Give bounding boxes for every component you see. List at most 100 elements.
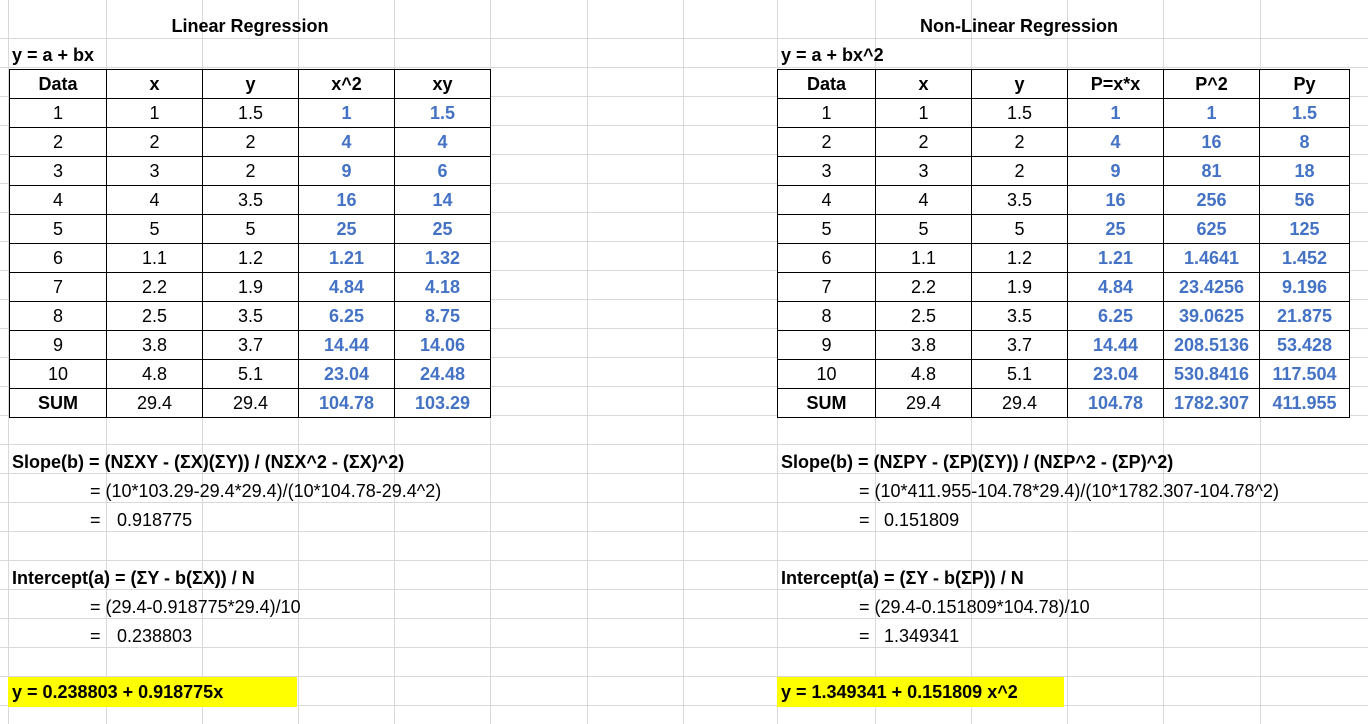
table-cell[interactable]: 3.7	[971, 330, 1068, 360]
table-cell[interactable]: 6	[394, 156, 491, 186]
table-cell[interactable]: 1.5	[202, 98, 299, 128]
column-header[interactable]: y	[202, 69, 299, 99]
table-cell[interactable]: 5.1	[202, 359, 299, 389]
table-cell[interactable]: 1	[1067, 98, 1164, 128]
table-cell[interactable]: 5	[971, 214, 1068, 244]
table-cell[interactable]: 25	[298, 214, 395, 244]
linear-result-equation[interactable]: y = 0.238803 + 0.918775x	[8, 677, 297, 707]
table-cell[interactable]: 8	[777, 301, 876, 331]
table-cell[interactable]: 8	[1259, 127, 1350, 157]
sum-label[interactable]: SUM	[777, 388, 876, 418]
column-header[interactable]: x^2	[298, 69, 395, 99]
table-cell[interactable]: 3.8	[875, 330, 972, 360]
table-cell[interactable]: 7	[9, 272, 107, 302]
column-header[interactable]: Data	[9, 69, 107, 99]
table-cell[interactable]: 2	[106, 127, 203, 157]
table-cell[interactable]: 56	[1259, 185, 1350, 215]
linear-slope-value[interactable]: 0.918775	[117, 510, 193, 530]
table-cell[interactable]: 2	[202, 127, 299, 157]
table-cell[interactable]: 4.84	[1067, 272, 1164, 302]
table-cell[interactable]: 9	[298, 156, 395, 186]
table-cell[interactable]: 530.8416	[1163, 359, 1260, 389]
table-cell[interactable]: 2.2	[875, 272, 972, 302]
table-cell[interactable]: 2	[9, 127, 107, 157]
linear-intercept-value[interactable]: 0.238803	[117, 626, 193, 646]
table-cell[interactable]: 4	[777, 185, 876, 215]
linear-model[interactable]: y = a + bx	[12, 45, 95, 65]
table-cell[interactable]: 1.452	[1259, 243, 1350, 273]
sum-cell[interactable]: 29.4	[202, 388, 299, 418]
table-cell[interactable]: 2	[875, 127, 972, 157]
sum-cell[interactable]: 104.78	[1067, 388, 1164, 418]
table-cell[interactable]: 8.75	[394, 301, 491, 331]
nonlinear-model[interactable]: y = a + bx^2	[781, 45, 884, 65]
table-cell[interactable]: 256	[1163, 185, 1260, 215]
table-cell[interactable]: 23.04	[1067, 359, 1164, 389]
column-header[interactable]: y	[971, 69, 1068, 99]
table-cell[interactable]: 5.1	[971, 359, 1068, 389]
table-cell[interactable]: 7	[777, 272, 876, 302]
table-cell[interactable]: 2.5	[875, 301, 972, 331]
table-cell[interactable]: 10	[777, 359, 876, 389]
table-cell[interactable]: 3.5	[971, 185, 1068, 215]
table-cell[interactable]: 14.44	[298, 330, 395, 360]
table-cell[interactable]: 16	[1163, 127, 1260, 157]
column-header[interactable]: Data	[777, 69, 876, 99]
table-cell[interactable]: 1	[298, 98, 395, 128]
table-cell[interactable]: 9	[777, 330, 876, 360]
linear-slope-formula[interactable]: Slope(b) = (NΣXY - (ΣX)(ΣY)) / (NΣX^2 - …	[12, 452, 405, 472]
table-cell[interactable]: 5	[106, 214, 203, 244]
table-cell[interactable]: 24.48	[394, 359, 491, 389]
linear-intercept-formula[interactable]: Intercept(a) = (ΣY - b(ΣX)) / N	[12, 568, 255, 588]
table-cell[interactable]: 4	[875, 185, 972, 215]
table-cell[interactable]: 1.21	[298, 243, 395, 273]
nonlinear-title[interactable]: Non-Linear Regression	[919, 16, 1119, 36]
table-cell[interactable]: 18	[1259, 156, 1350, 186]
sum-cell[interactable]: 104.78	[298, 388, 395, 418]
column-header[interactable]: x	[106, 69, 203, 99]
sum-cell[interactable]: 1782.307	[1163, 388, 1260, 418]
table-cell[interactable]: 1.5	[394, 98, 491, 128]
table-cell[interactable]: 1.1	[875, 243, 972, 273]
table-cell[interactable]: 1	[777, 98, 876, 128]
table-cell[interactable]: 4	[298, 127, 395, 157]
table-cell[interactable]: 4.8	[875, 359, 972, 389]
table-cell[interactable]: 3.5	[971, 301, 1068, 331]
table-cell[interactable]: 81	[1163, 156, 1260, 186]
table-cell[interactable]: 14	[394, 185, 491, 215]
table-cell[interactable]: 5	[777, 214, 876, 244]
table-cell[interactable]: 3.5	[202, 185, 299, 215]
sum-cell[interactable]: 29.4	[106, 388, 203, 418]
table-cell[interactable]: 53.428	[1259, 330, 1350, 360]
table-cell[interactable]: 2	[971, 127, 1068, 157]
table-cell[interactable]: 1.21	[1067, 243, 1164, 273]
sum-label[interactable]: SUM	[9, 388, 107, 418]
nonlinear-intercept-calc[interactable]: = (29.4-0.151809*104.78)/10	[859, 597, 1090, 617]
column-header[interactable]: P^2	[1163, 69, 1260, 99]
table-cell[interactable]: 3	[9, 156, 107, 186]
table-cell[interactable]: 21.875	[1259, 301, 1350, 331]
table-cell[interactable]: 1	[9, 98, 107, 128]
nonlinear-slope-calc[interactable]: = (10*411.955-104.78*29.4)/(10*1782.307-…	[859, 481, 1279, 501]
table-cell[interactable]: 5	[9, 214, 107, 244]
table-cell[interactable]: 6	[9, 243, 107, 273]
table-cell[interactable]: 2.2	[106, 272, 203, 302]
linear-title[interactable]: Linear Regression	[171, 16, 329, 36]
table-cell[interactable]: 125	[1259, 214, 1350, 244]
table-cell[interactable]: 3.5	[202, 301, 299, 331]
column-header[interactable]: x	[875, 69, 972, 99]
table-cell[interactable]: 4	[9, 185, 107, 215]
table-cell[interactable]: 23.04	[298, 359, 395, 389]
table-cell[interactable]: 6.25	[1067, 301, 1164, 331]
table-cell[interactable]: 3	[106, 156, 203, 186]
table-cell[interactable]: 1.1	[106, 243, 203, 273]
table-cell[interactable]: 1.2	[971, 243, 1068, 273]
table-cell[interactable]: 117.504	[1259, 359, 1350, 389]
table-cell[interactable]: 8	[9, 301, 107, 331]
table-cell[interactable]: 5	[202, 214, 299, 244]
sum-cell[interactable]: 29.4	[971, 388, 1068, 418]
table-cell[interactable]: 9	[1067, 156, 1164, 186]
table-cell[interactable]: 16	[1067, 185, 1164, 215]
column-header[interactable]: P=x*x	[1067, 69, 1164, 99]
table-cell[interactable]: 1	[875, 98, 972, 128]
